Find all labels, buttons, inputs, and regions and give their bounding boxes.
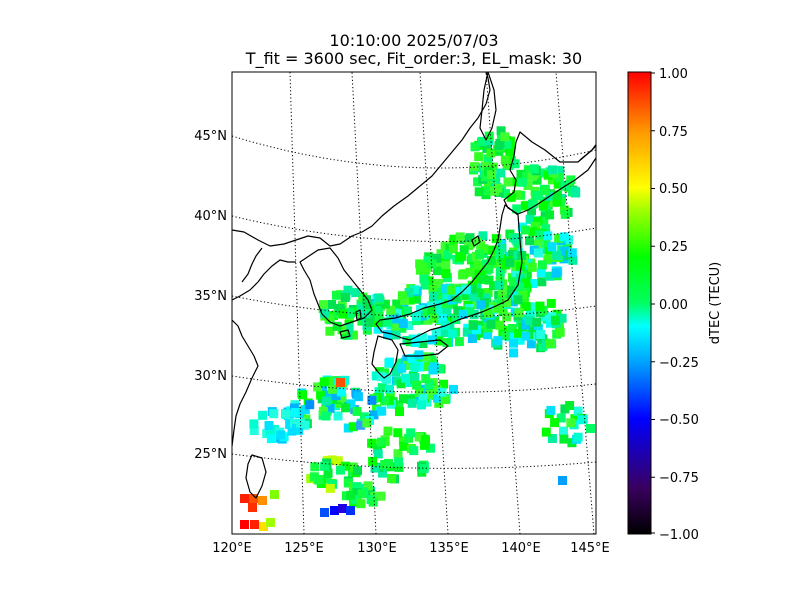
colorbar-gradient — [627, 71, 652, 535]
colorbar-label: dTEC (TECU) — [708, 262, 723, 345]
graticule-lon-130 — [351, 72, 377, 534]
title-line-1: 10:10:00 2025/07/03 — [329, 31, 498, 50]
coastline-sakhalin — [479, 72, 497, 141]
cb-tick-0-75: 0.75 — [659, 125, 688, 140]
colorbar-ticks — [651, 72, 655, 534]
lon-label-145: 145°E — [570, 541, 610, 556]
coastline-jeju — [339, 329, 351, 339]
coastline-china-east — [232, 259, 296, 301]
coastline-shikoku — [399, 339, 449, 357]
lon-label-140: 140°E — [501, 541, 541, 556]
graticule — [232, 72, 596, 534]
coastline-kyushu — [371, 335, 399, 379]
lat-label-45: 45°N — [194, 129, 227, 144]
colorbar-tick-labels: 1.00 0.75 0.50 0.25 0.00 −0.25 −0.50 −0.… — [659, 67, 699, 543]
lat-tick-labels: 45°N 40°N 35°N 30°N 25°N — [194, 129, 227, 462]
lon-label-125: 125°E — [284, 541, 324, 556]
coastline-sado — [471, 235, 481, 247]
lon-label-120: 120°E — [212, 541, 252, 556]
map-frame — [231, 71, 597, 535]
graticule-lon-140 — [485, 72, 521, 534]
title-line-2: T_fit = 3600 sec, Fit_order:3, EL_mask: … — [245, 49, 582, 69]
coastline-korea — [299, 247, 373, 327]
coastline-hokkaido — [503, 131, 596, 215]
cb-tick-neg-1-00: −1.00 — [659, 528, 699, 543]
lat-label-35: 35°N — [194, 289, 227, 304]
lat-label-40: 40°N — [194, 209, 227, 224]
cb-tick-0-50: 0.50 — [659, 182, 688, 197]
graticule-lon-135 — [419, 72, 449, 534]
cb-tick-neg-0-75: −0.75 — [659, 471, 699, 486]
map-panel — [231, 71, 597, 535]
coastlines — [232, 72, 596, 499]
lon-label-135: 135°E — [429, 541, 469, 556]
cb-tick-0-00: 0.00 — [659, 298, 688, 313]
lon-tick-labels: 120°E 125°E 130°E 135°E 140°E 145°E — [212, 541, 610, 556]
graticule-lat-40 — [232, 215, 596, 242]
coastline-kurils — [579, 145, 596, 161]
coastline-liaodong — [241, 247, 263, 283]
lat-label-25: 25°N — [194, 447, 227, 462]
coastline-tsushima — [355, 309, 362, 321]
cb-tick-neg-0-50: −0.50 — [659, 413, 699, 428]
coastline-china-south — [232, 319, 259, 447]
coastline-asia-mainland — [232, 72, 491, 247]
lat-label-30: 30°N — [194, 369, 227, 384]
colorbar: 1.00 0.75 0.50 0.25 0.00 −0.25 −0.50 −0.… — [627, 67, 723, 543]
lon-label-130: 130°E — [357, 541, 397, 556]
graticule-lon-125 — [289, 72, 305, 534]
graticule-lon-145 — [555, 72, 595, 534]
coastline-taiwan — [245, 454, 267, 499]
cb-tick-neg-0-25: −0.25 — [659, 356, 699, 371]
coastline-honshu — [375, 204, 523, 341]
graticule-lat-35 — [232, 295, 596, 318]
cb-tick-1-00: 1.00 — [659, 67, 688, 82]
cb-tick-0-25: 0.25 — [659, 240, 688, 255]
